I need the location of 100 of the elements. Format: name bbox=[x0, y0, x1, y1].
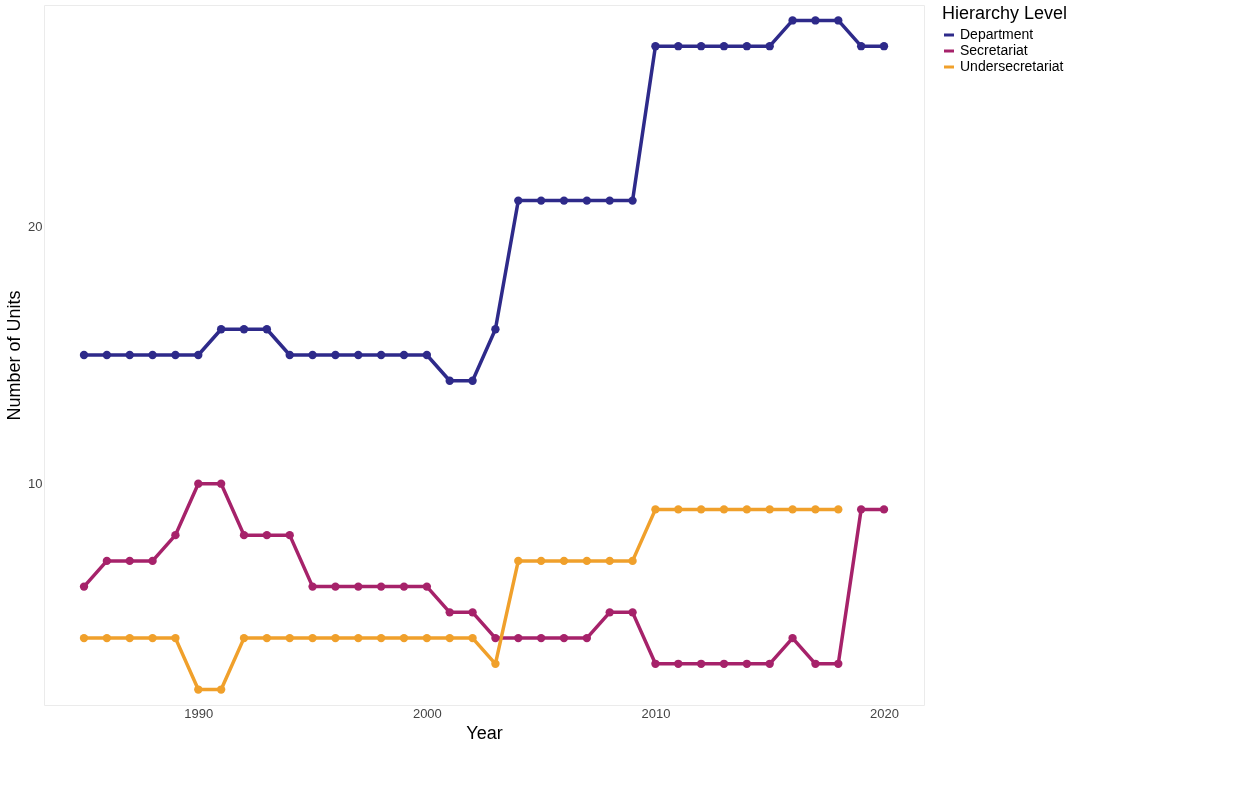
point bbox=[856, 42, 866, 51]
y-axis-title: Number of Units bbox=[4, 290, 25, 421]
point bbox=[491, 325, 500, 334]
y-tick-label: 20 bbox=[28, 218, 43, 234]
point bbox=[331, 582, 340, 591]
point bbox=[834, 659, 843, 668]
point bbox=[696, 505, 706, 514]
point bbox=[674, 42, 683, 51]
point bbox=[125, 556, 134, 566]
point bbox=[742, 505, 752, 514]
x-tick-label: 1990 bbox=[184, 705, 214, 721]
point bbox=[171, 633, 180, 643]
x-axis-title: Year bbox=[466, 722, 503, 743]
legend-label: Secretariat bbox=[960, 42, 1028, 58]
point bbox=[834, 16, 843, 25]
point bbox=[536, 196, 546, 205]
point bbox=[491, 659, 500, 668]
point bbox=[262, 633, 272, 643]
point bbox=[102, 556, 112, 566]
point bbox=[354, 350, 363, 360]
point bbox=[308, 350, 317, 360]
point bbox=[376, 350, 386, 360]
point bbox=[148, 556, 157, 566]
point bbox=[696, 659, 706, 668]
point bbox=[605, 556, 614, 566]
point bbox=[239, 633, 249, 643]
point bbox=[194, 350, 203, 360]
point bbox=[765, 659, 774, 668]
point bbox=[742, 659, 752, 668]
legend-label: Department bbox=[960, 26, 1034, 42]
point bbox=[536, 633, 546, 643]
point bbox=[674, 659, 683, 668]
point bbox=[628, 556, 637, 566]
point bbox=[765, 42, 774, 51]
legend-label: Undersecretariat bbox=[960, 58, 1064, 74]
point bbox=[514, 556, 523, 566]
point bbox=[788, 505, 797, 514]
point bbox=[811, 505, 820, 514]
point bbox=[628, 196, 637, 205]
point bbox=[605, 608, 614, 617]
point bbox=[811, 16, 820, 25]
point bbox=[674, 505, 683, 514]
point bbox=[582, 633, 592, 643]
point bbox=[79, 350, 89, 360]
point bbox=[262, 325, 272, 334]
point bbox=[399, 582, 409, 591]
point bbox=[216, 479, 226, 488]
point bbox=[514, 633, 523, 643]
point bbox=[194, 479, 203, 488]
point bbox=[468, 608, 477, 617]
point bbox=[148, 350, 157, 360]
point bbox=[628, 608, 637, 617]
point bbox=[788, 633, 797, 643]
point bbox=[605, 196, 614, 205]
point bbox=[422, 633, 432, 643]
y-tick-label: 10 bbox=[28, 476, 43, 492]
point bbox=[856, 505, 866, 514]
point bbox=[399, 350, 409, 360]
point bbox=[376, 582, 386, 591]
x-tick-label: 2010 bbox=[641, 705, 671, 721]
point bbox=[651, 659, 660, 668]
point bbox=[102, 633, 112, 643]
point bbox=[422, 350, 432, 360]
point bbox=[308, 582, 317, 591]
point bbox=[651, 42, 660, 51]
point bbox=[879, 42, 889, 51]
x-tick-label: 2020 bbox=[870, 705, 899, 721]
point bbox=[399, 633, 409, 643]
point bbox=[559, 633, 569, 643]
point bbox=[239, 530, 249, 540]
point bbox=[719, 505, 729, 514]
point bbox=[719, 42, 729, 51]
point bbox=[331, 633, 340, 643]
point bbox=[788, 16, 797, 25]
point bbox=[376, 633, 386, 643]
point bbox=[468, 376, 477, 385]
point bbox=[879, 505, 889, 514]
point bbox=[308, 633, 317, 643]
point bbox=[765, 505, 774, 514]
point bbox=[582, 556, 592, 566]
point bbox=[536, 556, 546, 566]
point bbox=[262, 530, 272, 540]
point bbox=[331, 350, 340, 360]
point bbox=[696, 42, 706, 51]
point bbox=[811, 659, 820, 668]
point bbox=[834, 505, 843, 514]
point bbox=[468, 633, 477, 643]
point bbox=[216, 325, 226, 334]
point bbox=[171, 530, 180, 540]
point bbox=[125, 633, 134, 643]
point bbox=[582, 196, 592, 205]
point bbox=[445, 608, 454, 617]
point bbox=[285, 350, 294, 360]
point bbox=[194, 685, 203, 694]
point bbox=[216, 685, 226, 694]
point bbox=[445, 376, 454, 385]
point bbox=[102, 350, 112, 360]
point bbox=[79, 633, 89, 643]
point bbox=[171, 350, 180, 360]
point bbox=[491, 633, 500, 643]
